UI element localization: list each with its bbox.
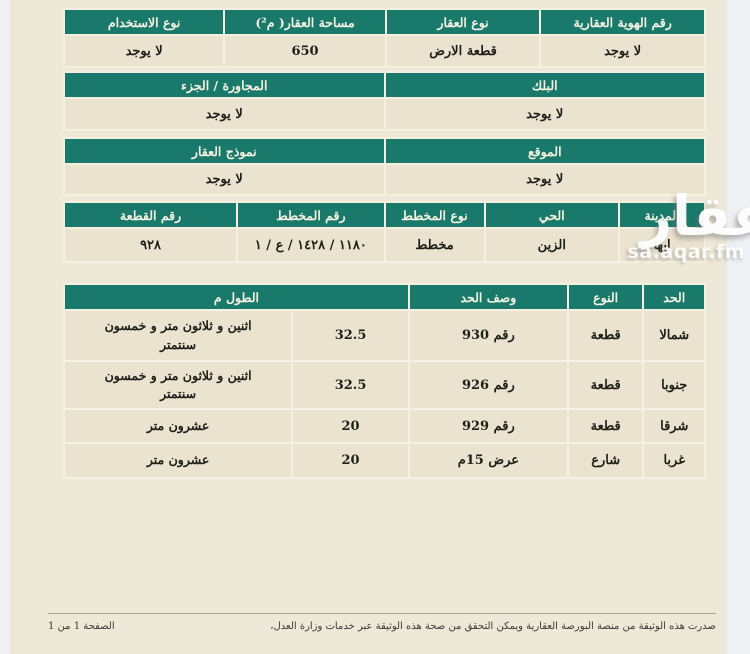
- header-district: الحي: [483, 201, 621, 229]
- header-block: البلك: [383, 71, 706, 99]
- header-property-area: مساحة العقار( م²): [223, 8, 387, 36]
- value-row: لا يوجد قطعة الارض 650 لا يوجد: [62, 34, 706, 68]
- footer-page-number: الصفحة 1 من 1: [48, 621, 115, 632]
- value-location: لا يوجد: [383, 163, 706, 196]
- boundary-type: شارع: [566, 442, 645, 479]
- header-usage-type: نوع الاستخدام: [62, 8, 226, 36]
- header-city: المدينة: [618, 201, 706, 229]
- boundary-length: 20: [291, 442, 410, 479]
- boundary-length-text: عشرون متر: [62, 408, 294, 444]
- block-section: البلك المجاورة / الجزء لا يوجد لا يوجد: [63, 71, 706, 131]
- value-plan-number: ١١٨٠ / ١٤٢٨ / ع / ١: [236, 227, 386, 263]
- boundary-name: غربا: [642, 442, 706, 479]
- header-row: رقم الهوية العقارية نوع العقار مساحة الع…: [62, 8, 706, 36]
- header-property-model: نموذج العقار: [63, 137, 386, 165]
- header-length-m: الطول م: [63, 283, 410, 311]
- header-property-id: رقم الهوية العقارية: [539, 8, 706, 36]
- boundaries-table: الحد النوع وصف الحد الطول م شمالا قطعة ر…: [62, 283, 706, 479]
- boundary-name: شرقا: [642, 408, 706, 444]
- boundary-row-west: غربا شارع عرض 15م 20 عشرون متر: [62, 442, 706, 479]
- header-boundary-desc: وصف الحد: [407, 283, 569, 311]
- boundary-type: قطعة: [566, 360, 645, 410]
- value-property-type: قطعة الارض: [384, 34, 542, 68]
- value-plot-number: ٩٢٨: [62, 227, 239, 263]
- boundary-name: جنوبا: [642, 360, 706, 410]
- boundary-length-text: اثنين و ثلاثون متر و خمسون سنتمتر: [62, 360, 294, 410]
- boundary-row-north: شمالا قطعة رقم 930 32.5 اثنين و ثلاثون م…: [62, 309, 706, 362]
- value-plan-type: مخطط: [383, 227, 486, 263]
- document-footer: صدرت هذه الوثيقة من منصة البورصة العقاري…: [48, 613, 716, 632]
- header-neighboring-part: المجاورة / الجزء: [63, 71, 386, 99]
- value-block: لا يوجد: [383, 97, 706, 131]
- boundary-row-south: جنوبا قطعة رقم 926 32.5 اثنين و ثلاثون م…: [62, 360, 706, 410]
- header-boundary: الحد: [642, 283, 706, 311]
- value-row: لا يوجد لا يوجد: [63, 97, 706, 131]
- boundary-row-east: شرقا قطعة رقم 929 20 عشرون متر: [62, 408, 706, 444]
- boundary-desc: رقم 930: [407, 309, 569, 362]
- boundary-type: قطعة: [566, 408, 645, 444]
- value-usage-type: لا يوجد: [62, 34, 226, 68]
- property-identity-section: رقم الهوية العقارية نوع العقار مساحة الع…: [62, 8, 706, 68]
- header-plan-type: نوع المخطط: [383, 201, 486, 229]
- footer-notice: صدرت هذه الوثيقة من منصة البورصة العقاري…: [270, 621, 716, 632]
- location-section: الموقع نموذج العقار لا يوجد لا يوجد: [63, 137, 706, 196]
- header-boundary-type: النوع: [566, 283, 645, 311]
- header-row: الحد النوع وصف الحد الطول م: [63, 283, 706, 311]
- value-district: الزين: [483, 227, 621, 263]
- header-plot-number: رقم القطعة: [62, 201, 239, 229]
- boundary-desc: رقم 929: [407, 408, 569, 444]
- header-property-type: نوع العقار: [384, 8, 542, 36]
- value-property-id: لا يوجد: [539, 34, 706, 68]
- value-property-model: لا يوجد: [63, 163, 386, 196]
- value-property-area: 650: [223, 34, 387, 68]
- value-neighboring-part: لا يوجد: [63, 97, 386, 131]
- header-location: الموقع: [383, 137, 706, 165]
- header-row: الموقع نموذج العقار: [63, 137, 706, 165]
- boundary-length-text: عشرون متر: [62, 442, 294, 479]
- header-row: البلك المجاورة / الجزء: [63, 71, 706, 99]
- deed-tables: رقم الهوية العقارية نوع العقار مساحة الع…: [62, 8, 706, 479]
- header-row: المدينة الحي نوع المخطط رقم المخطط رقم ا…: [62, 201, 706, 229]
- deed-document: رقم الهوية العقارية نوع العقار مساحة الع…: [10, 0, 727, 654]
- header-plan-number: رقم المخطط: [236, 201, 386, 229]
- boundary-name: شمالا: [642, 309, 706, 362]
- city-plan-section: المدينة الحي نوع المخطط رقم المخطط رقم ا…: [62, 201, 706, 263]
- boundary-desc: رقم 926: [407, 360, 569, 410]
- value-row: لا يوجد لا يوجد: [63, 163, 706, 196]
- boundary-length-text: اثنين و ثلاثون متر و خمسون سنتمتر: [62, 309, 294, 362]
- value-city: ابها: [618, 227, 706, 263]
- boundary-desc: عرض 15م: [407, 442, 569, 479]
- boundary-type: قطعة: [566, 309, 645, 362]
- boundary-length: 32.5: [291, 309, 410, 362]
- value-row: ابها الزين مخطط ١١٨٠ / ١٤٢٨ / ع / ١ ٩٢٨: [62, 227, 706, 263]
- boundary-length: 20: [291, 408, 410, 444]
- boundary-length: 32.5: [291, 360, 410, 410]
